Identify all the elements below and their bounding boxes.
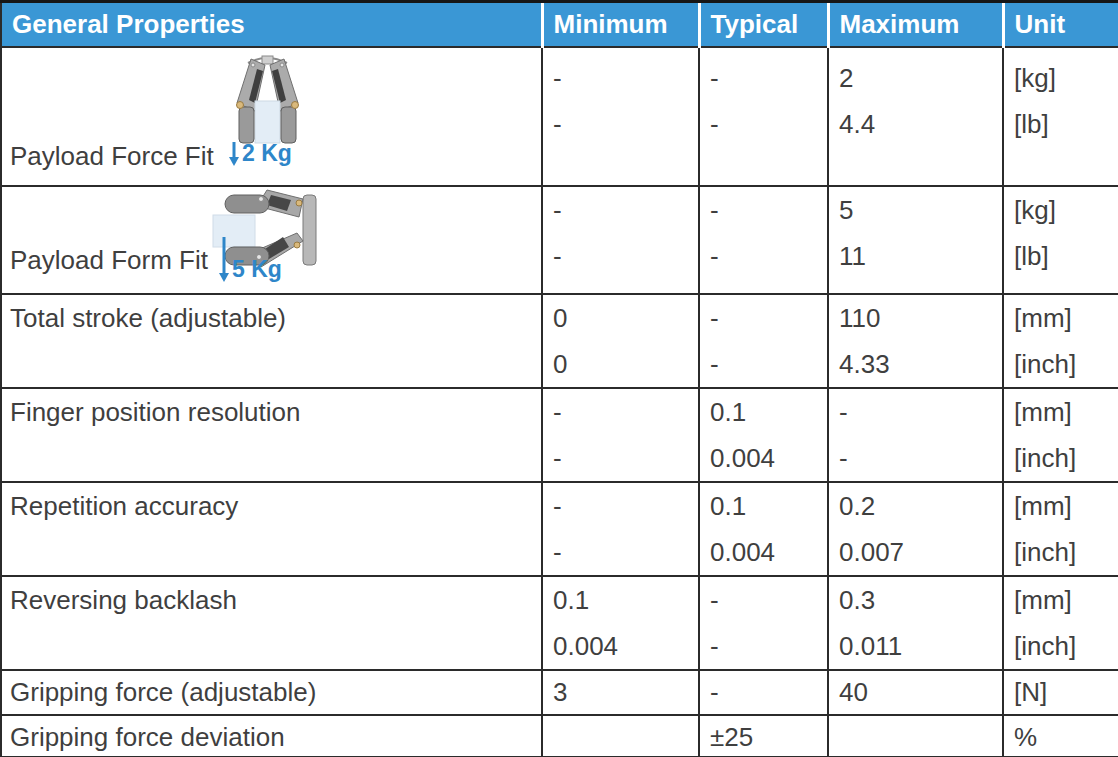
cell-minimum: 0 0 (542, 294, 699, 388)
property-label: Reversing backlash (10, 577, 541, 623)
cell-minimum: 3 (542, 670, 699, 715)
payload-force-fit-gripper-image (215, 53, 320, 152)
payload-badge-label: 2 Kg (242, 141, 292, 166)
property-label: Gripping force deviation (10, 716, 541, 756)
cell-maximum: 110 4.33 (828, 294, 1003, 388)
cell-unit: [mm] [inch] (1003, 294, 1118, 388)
cell-maximum: 2 4.4 (828, 47, 1003, 186)
cell-unit: [kg] [lb] (1003, 47, 1118, 186)
payload-badge-label: 5 Kg (232, 257, 282, 282)
cell-typical: 0.1 0.004 (699, 482, 828, 576)
cell-maximum: 0.2 0.007 (828, 482, 1003, 576)
col-header-general-properties: General Properties (1, 2, 542, 47)
cell-typical: - - (699, 576, 828, 670)
cell-property: Reversing backlash (1, 576, 542, 670)
payload-2kg-badge: 2 Kg (229, 141, 292, 166)
row-payload-force-fit: 2 Kg Payload Force Fit - - - - 2 4.4 [kg… (1, 47, 1118, 186)
row-gripping-force: Gripping force (adjustable) 3 - 40 [N] (1, 670, 1118, 715)
table-header: General Properties Minimum Typical Maxim… (1, 2, 1118, 47)
cell-property: 5 Kg Payload Form Fit (1, 186, 542, 294)
cell-property: 2 Kg Payload Force Fit (1, 47, 542, 186)
cell-unit: [N] (1003, 670, 1118, 715)
cell-unit: [mm] [inch] (1003, 576, 1118, 670)
cell-maximum (828, 715, 1003, 757)
cell-unit: [kg] [lb] (1003, 186, 1118, 294)
down-arrow-icon (229, 141, 239, 166)
row-reversing-backlash: Reversing backlash 0.1 0.004 - - 0.3 0.0… (1, 576, 1118, 670)
property-label: Payload Force Fit (10, 141, 214, 172)
cell-unit: [mm] [inch] (1003, 482, 1118, 576)
cell-typical: - - (699, 47, 828, 186)
property-label: Total stroke (adjustable) (10, 295, 541, 341)
cell-minimum: - - (542, 47, 699, 186)
row-total-stroke: Total stroke (adjustable) 0 0 - - 110 4.… (1, 294, 1118, 388)
col-header-minimum: Minimum (542, 2, 699, 47)
cell-property: Finger position resolution (1, 388, 542, 482)
cell-minimum: 0.1 0.004 (542, 576, 699, 670)
cell-minimum (542, 715, 699, 757)
row-finger-position-resolution: Finger position resolution - - 0.1 0.004… (1, 388, 1118, 482)
cell-typical: ±25 (699, 715, 828, 757)
cell-property: Gripping force deviation (1, 715, 542, 757)
cell-property: Repetition accuracy (1, 482, 542, 576)
cell-maximum: 0.3 0.011 (828, 576, 1003, 670)
row-payload-form-fit: 5 Kg Payload Form Fit - - - - 5 11 [kg] … (1, 186, 1118, 294)
payload-5kg-badge: 5 Kg (219, 236, 282, 282)
cell-typical: - - (699, 294, 828, 388)
cell-property: Total stroke (adjustable) (1, 294, 542, 388)
property-label: Repetition accuracy (10, 483, 541, 529)
cell-minimum: - - (542, 482, 699, 576)
down-arrow-icon (219, 236, 229, 282)
cell-property: Gripping force (adjustable) (1, 670, 542, 715)
property-label: Payload Form Fit (10, 245, 208, 276)
cell-minimum: - - (542, 186, 699, 294)
row-repetition-accuracy: Repetition accuracy - - 0.1 0.004 0.2 0.… (1, 482, 1118, 576)
col-header-typical: Typical (699, 2, 828, 47)
property-label: Gripping force (adjustable) (10, 671, 541, 711)
datasheet-page: General Properties Minimum Typical Maxim… (0, 0, 1118, 757)
cell-maximum: 5 11 (828, 186, 1003, 294)
row-gripping-force-deviation: Gripping force deviation ±25 % (1, 715, 1118, 757)
general-properties-table: General Properties Minimum Typical Maxim… (0, 0, 1118, 757)
cell-unit: [mm] [inch] (1003, 388, 1118, 482)
cell-typical: 0.1 0.004 (699, 388, 828, 482)
cell-unit: % (1003, 715, 1118, 757)
cell-maximum: 40 (828, 670, 1003, 715)
property-label: Finger position resolution (10, 389, 541, 435)
cell-typical: - (699, 670, 828, 715)
cell-maximum: - - (828, 388, 1003, 482)
header-row: General Properties Minimum Typical Maxim… (1, 2, 1118, 47)
cell-minimum: - - (542, 388, 699, 482)
cell-typical: - - (699, 186, 828, 294)
col-header-maximum: Maximum (828, 2, 1003, 47)
col-header-unit: Unit (1003, 2, 1118, 47)
table-body: 2 Kg Payload Force Fit - - - - 2 4.4 [kg… (1, 47, 1118, 757)
